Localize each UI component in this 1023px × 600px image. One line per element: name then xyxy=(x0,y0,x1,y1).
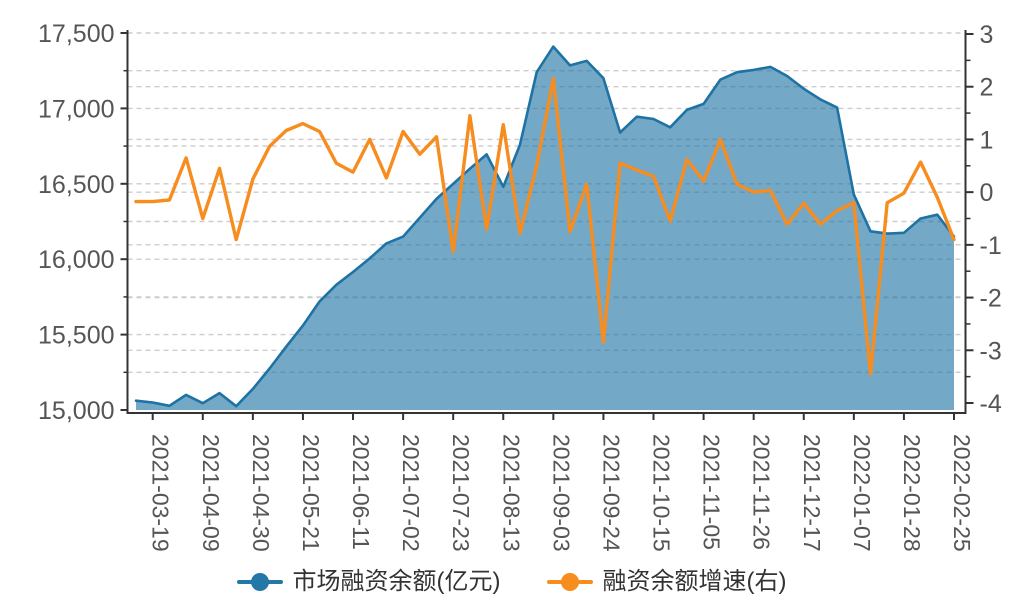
growth-line xyxy=(134,76,956,376)
left-axis-tick-label: 17,000 xyxy=(38,95,114,123)
x-axis-tick-label: 2021-07-23 xyxy=(448,434,474,552)
left-axis-tick-label: 15,500 xyxy=(38,322,114,350)
left-axis-tick-label: 17,500 xyxy=(38,20,114,48)
right-axis-tick-label: -4 xyxy=(980,390,1002,418)
right-axis-tick-label: 2 xyxy=(980,74,994,102)
x-axis-tick-label: 2022-01-07 xyxy=(849,434,875,552)
x-axis-tick-label: 2021-07-02 xyxy=(398,434,424,552)
x-axis-tick-label: 2022-01-28 xyxy=(899,434,925,552)
x-axis: 2021-03-19 2021-04-09 2021-04-30 2021-05-21… xyxy=(148,413,975,552)
balance-line xyxy=(134,45,956,408)
left-axis: 15,000 15,500 16,000 16,500 17,000 17,500 xyxy=(38,20,128,425)
legend-dot-orange xyxy=(560,573,579,591)
x-axis-tick-label: 2021-05-21 xyxy=(298,434,324,552)
right-axis-tick-label: 3 xyxy=(980,21,994,49)
legend-dot-blue xyxy=(250,573,269,591)
x-axis-tick-label: 2021-11-26 xyxy=(749,434,775,550)
x-axis-tick-label: 2021-09-03 xyxy=(548,434,574,552)
x-axis-tick-label: 2021-08-13 xyxy=(498,434,524,552)
left-axis-tick-label: 16,000 xyxy=(38,246,114,274)
legend-item-balance[interactable]: 市场融资余额(亿元) xyxy=(236,568,501,595)
left-axis-tick-label: 15,000 xyxy=(38,397,114,425)
x-axis-tick-label: 2021-09-24 xyxy=(598,434,624,552)
line-dot-marker-icon xyxy=(236,573,283,591)
legend-label-growth: 融资余额增速(右) xyxy=(602,568,787,595)
balance-area-fill xyxy=(136,46,954,410)
x-axis-tick-label: 2021-06-11 xyxy=(348,434,374,550)
legend-item-growth[interactable]: 融资余额增速(右) xyxy=(546,568,787,595)
x-axis-tick-label: 2021-12-17 xyxy=(799,434,825,552)
right-axis-tick-label: 1 xyxy=(980,126,994,154)
x-axis-tick-label: 2021-11-05 xyxy=(699,434,725,550)
x-axis-tick-label: 2021-04-30 xyxy=(248,434,274,552)
legend-label-balance: 市场融资余额(亿元) xyxy=(292,568,501,595)
right-axis-tick-label: 0 xyxy=(980,179,994,207)
left-axis-tick-label: 16,500 xyxy=(38,171,114,199)
line-dot-marker-icon xyxy=(546,573,593,591)
right-axis-tick-label: -1 xyxy=(980,232,1002,260)
x-axis-tick-label: 2021-10-15 xyxy=(649,434,675,552)
x-axis-tick-label: 2021-04-09 xyxy=(198,434,224,552)
right-axis: 3 2 1 0 -1 -2 -3 -4 xyxy=(965,21,1002,418)
chart-legend: 市场融资余额(亿元) 融资余额增速(右) xyxy=(0,570,1023,594)
right-axis-tick-label: -3 xyxy=(980,337,1002,365)
x-axis-tick-label: 2022-02-25 xyxy=(949,434,975,552)
x-axis-tick-label: 2021-03-19 xyxy=(148,434,174,552)
right-axis-tick-label: -2 xyxy=(980,285,1002,313)
